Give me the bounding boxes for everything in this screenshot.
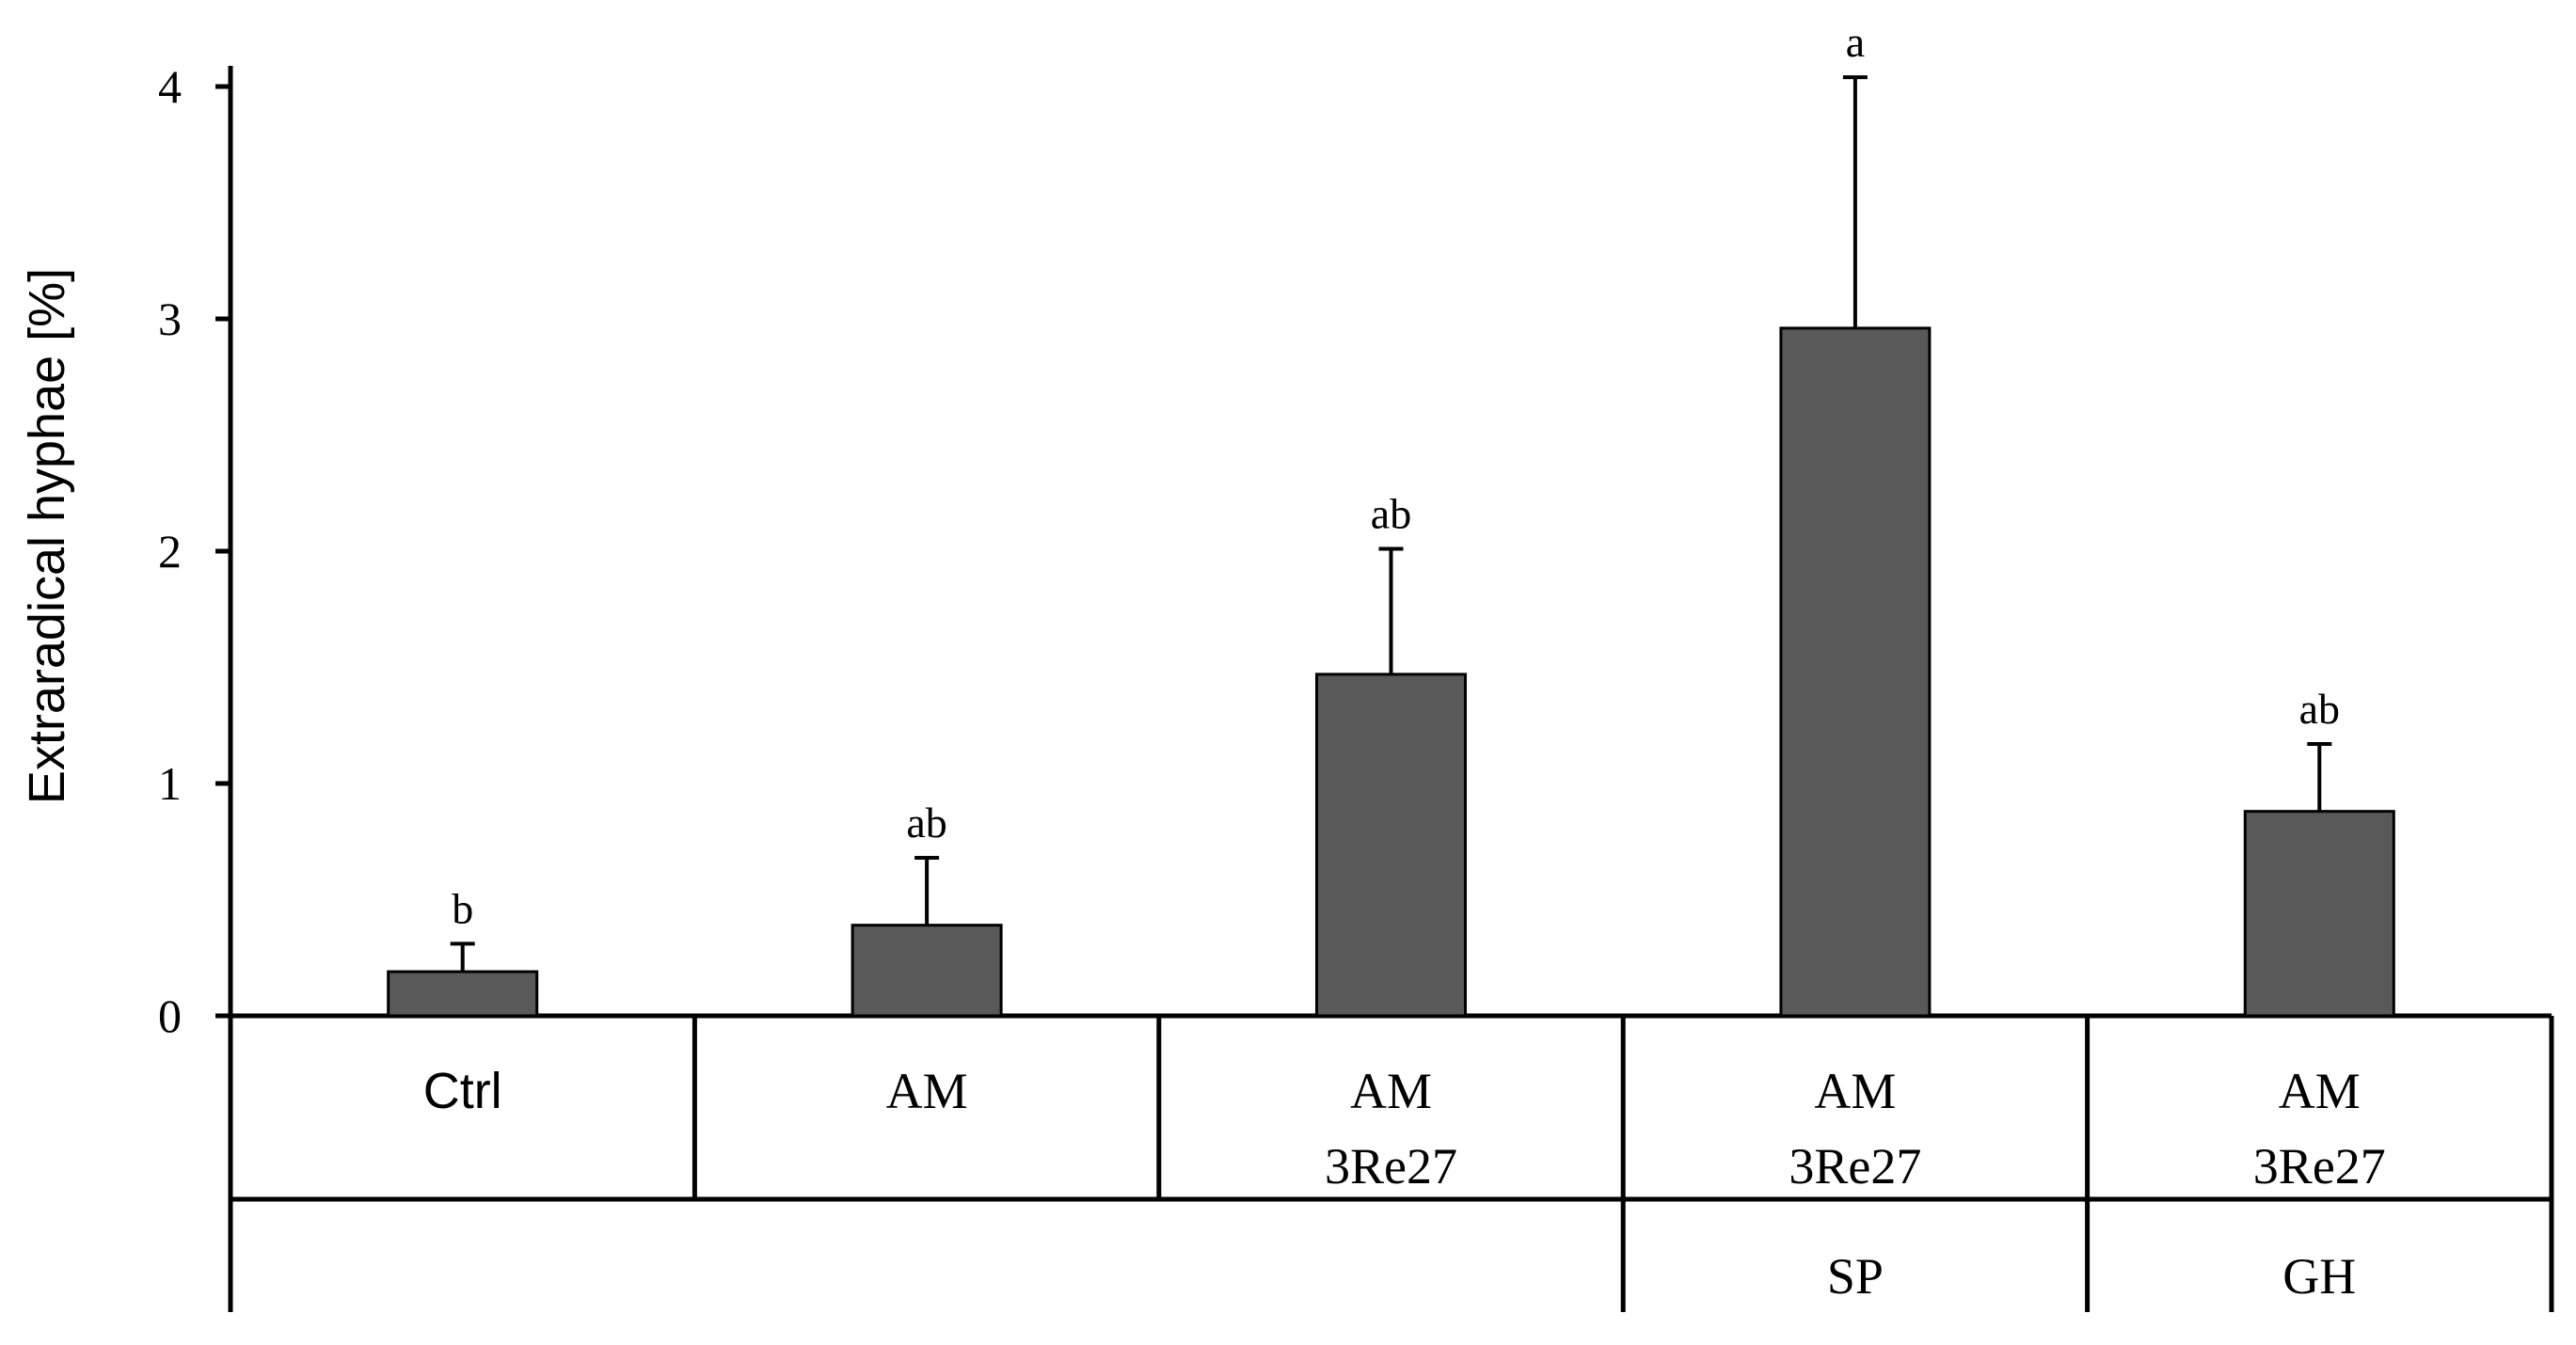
bar bbox=[387, 970, 539, 1018]
y-tick-label: 4 bbox=[158, 60, 182, 113]
bar bbox=[1779, 326, 1932, 1018]
significance-label: ab bbox=[906, 799, 946, 847]
category-labels: Ctrl AM AM 3Re27 AM 3Re27 SP AM 3Re27 GH bbox=[423, 1063, 2386, 1305]
group-label: SP bbox=[1827, 1248, 1884, 1305]
y-axis-label: Extraradical hyphae [%] bbox=[19, 268, 75, 804]
category-label: AM bbox=[2279, 1063, 2361, 1119]
y-tick-label: 3 bbox=[158, 293, 182, 345]
bars: b ab ab a ab bbox=[387, 18, 2395, 1018]
category-label: Ctrl bbox=[423, 1063, 502, 1119]
group-label: GH bbox=[2282, 1248, 2356, 1305]
category-label: 3Re27 bbox=[1789, 1138, 1921, 1195]
bar bbox=[2243, 810, 2395, 1018]
significance-label: b bbox=[452, 884, 473, 932]
significance-label: ab bbox=[1371, 490, 1411, 538]
significance-label: ab bbox=[2299, 685, 2340, 733]
y-tick-label: 1 bbox=[158, 757, 182, 810]
y-tick-label: 2 bbox=[158, 525, 182, 578]
y-axis: 0 1 2 3 4 bbox=[158, 60, 233, 1312]
category-label: AM bbox=[886, 1063, 968, 1119]
category-label: 3Re27 bbox=[2253, 1138, 2386, 1195]
category-label: AM bbox=[1350, 1063, 1432, 1119]
category-label: AM bbox=[1814, 1063, 1896, 1119]
bar bbox=[851, 924, 1003, 1018]
y-tick-label: 0 bbox=[158, 989, 182, 1042]
significance-label: a bbox=[1846, 18, 1865, 66]
bar bbox=[1315, 672, 1467, 1018]
category-label: 3Re27 bbox=[1325, 1138, 1457, 1195]
